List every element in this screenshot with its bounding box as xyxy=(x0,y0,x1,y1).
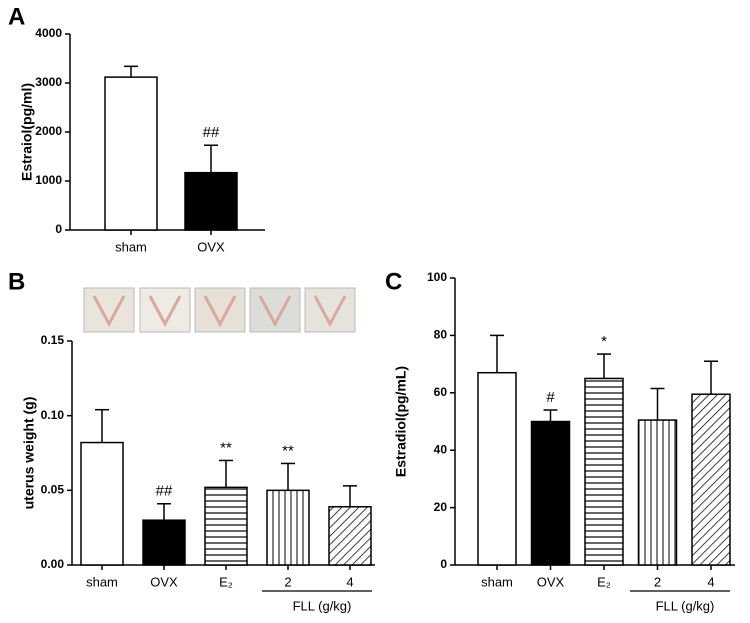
panel-label: B xyxy=(8,268,25,295)
y-tick-label: 0.05 xyxy=(41,483,65,497)
x-tick-label: sham xyxy=(86,574,118,589)
significance-mark: ## xyxy=(203,124,220,141)
bar xyxy=(104,76,158,231)
y-tick-label: 40 xyxy=(434,442,448,456)
bar xyxy=(204,486,248,566)
x-tick-label: 2 xyxy=(284,574,291,589)
y-tick-label: 0.10 xyxy=(41,408,65,422)
bar xyxy=(530,420,571,566)
significance-mark: * xyxy=(601,333,607,350)
x-tick-label: OVX xyxy=(150,574,178,589)
group-label: FLL (g/kg) xyxy=(293,598,352,613)
significance-mark: ## xyxy=(156,483,173,500)
panel-label: C xyxy=(385,268,402,295)
y-tick-label: 0 xyxy=(440,557,447,571)
bar xyxy=(691,393,731,566)
group-label: FLL (g/kg) xyxy=(656,598,715,613)
bar xyxy=(266,489,310,566)
y-tick-label: 3000 xyxy=(35,75,62,89)
y-axis-label: uterus weight (g) xyxy=(21,397,37,510)
x-tick-label: sham xyxy=(115,239,147,254)
panel-label: A xyxy=(8,3,25,30)
uterus-photos xyxy=(83,287,356,333)
y-tick-label: 60 xyxy=(434,385,448,399)
x-tick-label: 4 xyxy=(346,574,353,589)
x-tick-label: E₂ xyxy=(597,574,611,589)
bar xyxy=(142,519,186,566)
x-tick-label: OVX xyxy=(197,239,225,254)
y-tick-label: 20 xyxy=(434,500,448,514)
significance-mark: # xyxy=(546,389,555,406)
significance-mark: ** xyxy=(220,439,232,456)
y-tick-label: 0 xyxy=(55,222,62,236)
y-tick-label: 100 xyxy=(427,270,447,284)
x-tick-label: sham xyxy=(481,574,513,589)
x-tick-label: OVX xyxy=(537,574,565,589)
x-tick-label: 2 xyxy=(654,574,661,589)
bar xyxy=(584,377,624,566)
y-tick-label: 2000 xyxy=(35,124,62,138)
bar xyxy=(477,371,517,566)
y-axis-label: Estradiol(pg/mL) xyxy=(393,366,409,477)
bar xyxy=(328,506,372,566)
y-tick-label: 0.00 xyxy=(41,557,65,571)
x-tick-label: E₂ xyxy=(219,574,233,589)
y-tick-label: 0.15 xyxy=(41,333,65,347)
bar xyxy=(184,171,238,231)
significance-mark: ** xyxy=(282,442,294,459)
y-axis-label: Estraiol(pg/ml) xyxy=(19,83,35,181)
y-tick-label: 4000 xyxy=(35,26,62,40)
y-tick-label: 80 xyxy=(434,328,448,342)
bar xyxy=(80,441,124,566)
y-tick-label: 1000 xyxy=(35,173,62,187)
bar xyxy=(637,419,678,566)
x-tick-label: 4 xyxy=(707,574,714,589)
